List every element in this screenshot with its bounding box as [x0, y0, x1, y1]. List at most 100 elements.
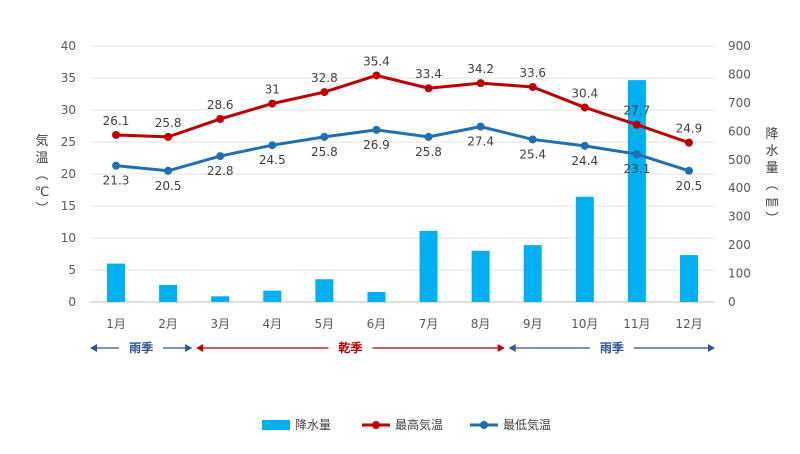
season-arrow-head [508, 344, 516, 352]
rainfall-bars [107, 80, 698, 302]
y-left-tick: 10 [61, 231, 76, 245]
min-temp-point [216, 152, 225, 161]
max-temp-point [424, 84, 433, 93]
min-temp-line [115, 125, 690, 173]
legend-label: 降水量 [295, 418, 331, 432]
min-temp-label: 25.8 [311, 145, 338, 159]
min-temp-label: 25.8 [415, 145, 442, 159]
max-temp-label: 26.1 [103, 114, 130, 128]
season-label: 乾季 [338, 340, 363, 355]
axes: 0510152025303540010020030040050060070080… [35, 39, 779, 331]
x-tick: 8月 [471, 317, 491, 331]
legend: 降水量 最高気温 最低気温 [262, 417, 551, 432]
max-temp-label: 28.6 [207, 98, 234, 112]
rainfall-bar [679, 255, 698, 302]
legend-swatch-rainfall [262, 420, 290, 430]
y-right-tick: 300 [728, 210, 751, 224]
y-left-title-char: ︵ [35, 168, 48, 183]
rainfall-bar [107, 263, 126, 302]
rainfall-bar [315, 279, 334, 302]
min-temp-point [268, 141, 277, 150]
y-left-title-char: 温 [35, 151, 48, 166]
legend-label: 最低気温 [503, 417, 551, 432]
y-right-tick: 0 [728, 295, 736, 309]
x-tick: 9月 [523, 317, 543, 331]
x-tick: 11月 [623, 317, 650, 331]
legend-swatch-marker [480, 421, 488, 429]
data-labels: 26.1 25.8 28.6 31 32.8 35.4 33.4 34.2 33.6 30.4 27… [103, 54, 703, 192]
rainfall-bar [523, 245, 542, 302]
legend-swatch-marker [372, 421, 380, 429]
y-right-title-char: ㎜ [765, 195, 778, 210]
max-temp-line [115, 73, 690, 145]
max-temp-label: 24.9 [676, 122, 703, 136]
temperature-lines [112, 71, 693, 175]
x-tick: 4月 [262, 317, 282, 331]
y-left-tick: 20 [61, 167, 76, 181]
y-right-tick: 800 [728, 67, 751, 81]
min-temp-label: 24.5 [259, 153, 286, 167]
max-temp-label: 25.8 [155, 116, 182, 130]
gridlines [90, 45, 715, 303]
season-arrow-head [196, 344, 204, 352]
rainfall-bar [419, 230, 438, 302]
min-temp-label: 25.4 [519, 147, 546, 161]
min-temp-label: 21.3 [103, 174, 130, 188]
y-right-tick: 900 [728, 39, 751, 53]
y-right-title-char: 降 [765, 127, 778, 142]
max-temp-point [164, 132, 173, 141]
season-arrow-head [497, 344, 505, 352]
y-right-title-char: ︶ [765, 212, 778, 227]
max-temp-point [372, 71, 381, 80]
min-temp-point [320, 132, 329, 141]
min-temp-label: 20.5 [676, 179, 703, 193]
max-temp-point [320, 88, 329, 97]
x-tick: 2月 [158, 317, 178, 331]
y-left-tick: 0 [68, 295, 76, 309]
max-temp-label: 27.7 [624, 104, 651, 118]
y-right-title-char: 量 [765, 161, 778, 176]
season-label: 雨季 [129, 340, 154, 355]
min-temp-label: 26.9 [363, 138, 390, 152]
y-right-tick: 700 [728, 96, 751, 110]
max-temp-point [632, 120, 641, 129]
max-temp-label: 33.4 [415, 67, 442, 81]
min-temp-point [580, 141, 589, 150]
y-right-tick: 200 [728, 238, 751, 252]
season-arrow-head [185, 344, 193, 352]
rainfall-bar [575, 196, 594, 302]
min-temp-label: 27.4 [467, 135, 494, 149]
max-temp-point [216, 114, 225, 123]
min-temp-point [632, 150, 641, 159]
max-temp-point [112, 130, 121, 139]
max-temp-label: 33.6 [519, 66, 546, 80]
rainfall-bar [367, 292, 386, 302]
x-tick: 5月 [315, 317, 335, 331]
x-tick: 3月 [210, 317, 230, 331]
y-left-title-char: 気 [35, 133, 48, 149]
max-temp-point [684, 138, 693, 147]
y-left-tick: 30 [61, 103, 76, 117]
y-right-tick: 100 [728, 267, 751, 281]
min-temp-point [164, 166, 173, 175]
x-tick: 6月 [367, 317, 387, 331]
min-temp-point [372, 125, 381, 134]
rainfall-bar [211, 296, 230, 302]
rainfall-bar [627, 80, 646, 302]
rainfall-bar [263, 290, 282, 302]
rainfall-bar [159, 284, 178, 302]
min-temp-label: 22.8 [207, 164, 234, 178]
min-temp-point [528, 135, 537, 144]
min-temp-label: 24.4 [571, 154, 598, 168]
min-temp-label: 23.1 [624, 162, 651, 176]
max-temp-point [476, 79, 485, 88]
y-left-tick: 5 [68, 263, 76, 277]
y-left-tick: 25 [61, 135, 76, 149]
y-left-title-char: ℃ [35, 185, 50, 200]
max-temp-point [528, 82, 537, 91]
season-arrows: 雨季 乾季 雨季 [90, 340, 715, 355]
y-right-tick: 500 [728, 153, 751, 167]
min-temp-point [476, 122, 485, 131]
legend-label: 最高気温 [395, 417, 443, 432]
max-temp-label: 32.8 [311, 71, 338, 85]
